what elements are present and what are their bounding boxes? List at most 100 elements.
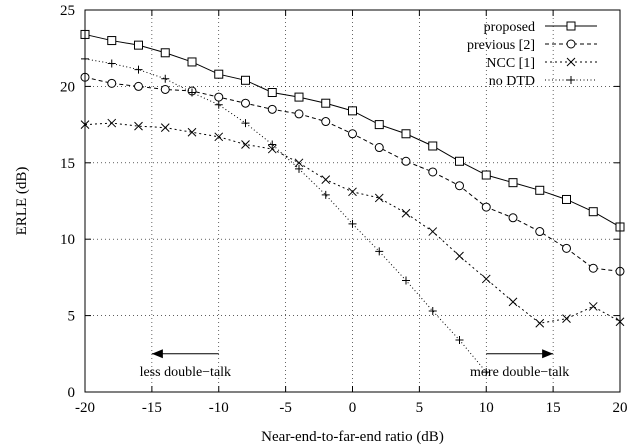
y-tick-label: 5: [68, 309, 76, 325]
data-point: [294, 109, 304, 119]
data-point: [214, 132, 224, 142]
annotation-right: more double−talk: [470, 349, 569, 380]
x-tick-label: -5: [279, 400, 292, 416]
y-tick-label: 20: [60, 79, 75, 95]
data-point: [455, 336, 464, 345]
x-tick-label: 5: [416, 400, 424, 416]
x-tick-label: 20: [613, 400, 628, 416]
data-point: [160, 123, 170, 133]
legend-label: proposed: [484, 20, 535, 35]
data-point: [348, 106, 357, 116]
annotation-label: less double−talk: [140, 365, 232, 380]
legend-marker: [566, 57, 576, 67]
data-point: [134, 40, 143, 50]
data-point: [321, 98, 331, 108]
series-0: [80, 29, 625, 232]
data-point: [241, 98, 250, 108]
data-point: [107, 118, 117, 128]
ticks: -20 -15 -10 -5 0 5 10 15 20 0 5 10 15 20 25: [60, 3, 628, 416]
data-point: [188, 88, 196, 97]
series-line: [84, 58, 487, 373]
x-tick-label: 15: [546, 400, 561, 416]
data-point: [375, 247, 384, 256]
x-tick-label: 10: [479, 400, 494, 416]
legend-entry: no DTD: [489, 74, 597, 89]
data-point: [402, 276, 410, 285]
legend-marker: [567, 76, 575, 84]
data-point: [241, 75, 250, 85]
data-point: [588, 263, 598, 273]
legend-entry: previous [2]: [467, 38, 597, 53]
y-tick-label: 10: [60, 232, 75, 248]
data-point: [481, 274, 491, 284]
data-point: [348, 129, 357, 139]
data-point: [374, 143, 384, 153]
data-point: [374, 193, 384, 203]
y-tick-label: 15: [60, 156, 75, 172]
data-point: [294, 158, 304, 168]
x-tick-label: -20: [75, 400, 95, 416]
data-point: [187, 57, 197, 67]
data-point: [348, 219, 357, 228]
data-point: [428, 227, 438, 236]
data-point: [295, 164, 303, 173]
data-point: [267, 144, 277, 154]
data-point: [321, 190, 330, 199]
data-point: [482, 368, 491, 377]
data-point: [294, 92, 304, 102]
data-point: [481, 170, 491, 180]
series-3: [81, 54, 491, 377]
data-point: [428, 141, 438, 151]
x-axis-label: Near-end-to-far-end ratio (dB): [261, 429, 444, 445]
legend-marker: [566, 21, 576, 31]
data-point: [374, 120, 384, 130]
data-point: [535, 227, 545, 237]
data-point: [588, 207, 598, 217]
data-point: [214, 100, 223, 109]
x-tick-label: 0: [349, 400, 357, 416]
data-point: [455, 251, 464, 261]
legend: proposed previous [2] NCC [1] no DTD: [467, 20, 597, 89]
data-point: [134, 81, 143, 91]
data-point: [508, 213, 518, 223]
data-point: [268, 140, 277, 149]
data-point: [321, 175, 331, 184]
x-tick-label: -15: [142, 400, 162, 416]
data-point: [428, 167, 438, 177]
legend-label: no DTD: [489, 74, 535, 89]
data-point: [160, 48, 170, 58]
x-tick-label: -10: [209, 400, 229, 416]
data-point: [107, 59, 116, 68]
data-point: [401, 129, 411, 139]
data-point: [562, 314, 571, 324]
data-point: [321, 117, 331, 127]
data-point: [107, 78, 117, 88]
annotation-left: less double−talk: [140, 349, 232, 380]
data-point: [267, 104, 277, 114]
y-axis-label: ERLE (dB): [14, 167, 30, 236]
data-point: [241, 119, 250, 128]
annotation-arrow-head: [151, 349, 163, 359]
legend-entry: NCC [1]: [486, 56, 597, 71]
data-point: [241, 140, 250, 149]
data-point: [562, 243, 571, 253]
data-point: [428, 307, 437, 316]
data-point: [348, 187, 357, 197]
data-point: [481, 202, 491, 212]
data-point: [508, 178, 518, 188]
series-layer: [80, 29, 625, 377]
data-point: [160, 84, 170, 94]
annotation-label: more double−talk: [470, 365, 569, 380]
data-point: [161, 74, 170, 83]
data-point: [535, 318, 545, 328]
legend-label: NCC [1]: [486, 56, 535, 71]
annotation-arrow-head: [542, 349, 554, 359]
data-point: [535, 185, 545, 195]
data-point: [401, 208, 411, 218]
legend-entry: proposed: [484, 20, 597, 35]
data-point: [455, 181, 464, 191]
data-point: [455, 156, 464, 166]
data-point: [214, 69, 224, 79]
data-point: [562, 194, 571, 204]
